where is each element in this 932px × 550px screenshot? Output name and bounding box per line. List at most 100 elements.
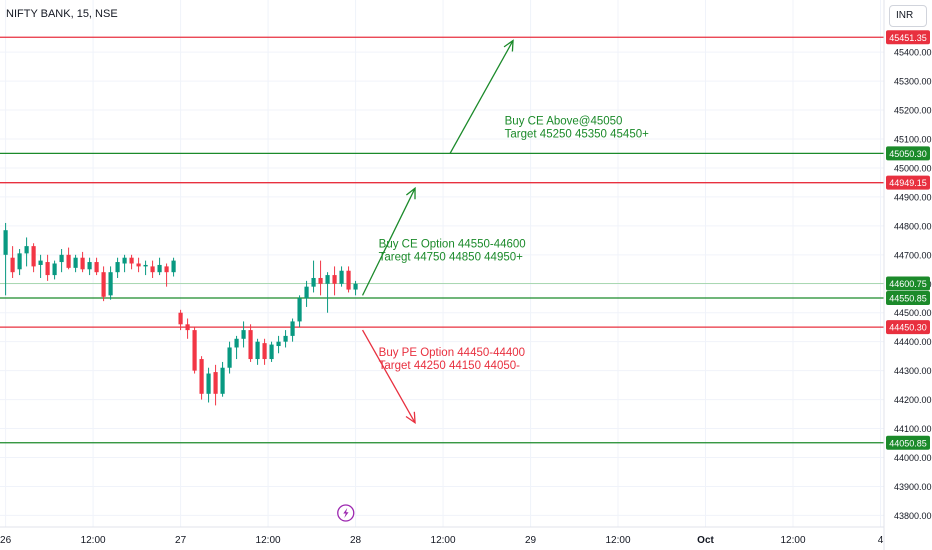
arrow-head	[405, 186, 416, 200]
x-tick-label: 12:00	[431, 535, 456, 546]
candle-body	[59, 254, 64, 263]
horizontal-levels	[0, 36, 884, 444]
arrow-head	[405, 411, 416, 425]
time-axis[interactable]: 26 12:00 27 12:00 28 12:00 29 12:00 Oct 12:00 4	[0, 526, 884, 546]
candle-body	[87, 262, 92, 270]
x-tick-label: 27	[175, 535, 187, 546]
candle-body	[171, 260, 176, 273]
level-label: 45451.35	[889, 33, 927, 43]
candle-body	[227, 347, 232, 368]
level-label-box	[886, 291, 930, 306]
symbol-title: NIFTY BANK, 15, NSE	[6, 8, 118, 20]
candle-body	[185, 324, 190, 331]
x-tick-label: 26	[0, 535, 12, 546]
y-tick-label: 44000.00	[894, 453, 932, 463]
y-tick-label: 45100.00	[894, 134, 932, 144]
candles	[3, 222, 358, 406]
arrow-line	[361, 187, 416, 296]
candle-body	[255, 341, 260, 360]
y-tick-label: 44400.00	[894, 337, 932, 347]
annotation-text: Buy CE Above@45050	[505, 116, 623, 128]
candle-body	[108, 272, 113, 296]
y-tick-label: 44100.00	[894, 424, 932, 434]
candle-body	[192, 330, 197, 371]
candle-body	[122, 257, 127, 264]
candle-body	[45, 262, 50, 276]
candle-body	[297, 298, 302, 322]
price-axis[interactable]: 45400.00 45300.00 45200.00 45100.00 45000.00…	[883, 0, 932, 550]
candle-body	[220, 367, 225, 394]
candle-body	[17, 253, 22, 270]
event-marker[interactable]	[337, 504, 355, 522]
candle-body	[150, 266, 155, 273]
level-label-box	[886, 276, 930, 291]
candle-body	[311, 277, 316, 287]
annotation-text: Target 44250 44150 44050-	[379, 360, 520, 372]
x-tick-label: 28	[350, 535, 362, 546]
candle-body	[129, 257, 134, 264]
candle-body	[80, 257, 85, 270]
annotation-text: Target 45250 45350 45450+	[505, 129, 649, 141]
candle-body	[31, 246, 36, 267]
y-tick-label: 43800.00	[894, 511, 932, 521]
candle-body	[178, 312, 183, 325]
candle-body	[52, 263, 57, 276]
annotation-text: Taregt 44750 44850 44950+	[379, 252, 523, 264]
candle-body	[304, 286, 309, 299]
price-level-labels: 45451.35 45050.30 44949.15 44600.75 44550.85…	[886, 30, 930, 450]
annotation-text: Buy CE Option 44550-44600	[379, 239, 526, 251]
candle-body	[3, 230, 8, 255]
candle-body	[38, 260, 43, 265]
candle-body	[248, 330, 253, 360]
y-tick-label: 45000.00	[894, 163, 932, 173]
currency-selector[interactable]: INR	[889, 5, 927, 27]
candle-body	[136, 263, 141, 267]
x-tick-label: 12:00	[606, 535, 631, 546]
arrow-line	[449, 40, 514, 154]
level-label: 45050.30	[889, 149, 927, 159]
candle-body	[206, 373, 211, 394]
candle-body	[164, 266, 169, 273]
candle-body	[10, 257, 15, 273]
y-tick-label: 43900.00	[894, 482, 932, 492]
y-tick-label: 44700.00	[894, 250, 932, 260]
candle-body	[143, 264, 148, 267]
level-label-box	[886, 175, 930, 190]
y-tick-label: 44900.00	[894, 192, 932, 202]
x-tick-label: Oct	[697, 535, 714, 546]
x-tick-label: 4	[878, 535, 884, 546]
level-label-box	[886, 30, 930, 45]
candle-body	[346, 270, 351, 290]
y-tick-label: 45300.00	[894, 77, 932, 87]
x-tick-label: 12:00	[81, 535, 106, 546]
candle-body	[332, 275, 337, 284]
annotation-text: Buy PE Option 44450-44400	[379, 347, 525, 359]
y-tick-label: 44800.00	[894, 221, 932, 231]
y-tick-label: 44500.00	[894, 308, 932, 318]
level-label: 44949.15	[889, 178, 927, 188]
y-tick-label: 44200.00	[894, 395, 932, 405]
candle-body	[339, 270, 344, 284]
candle-body	[318, 277, 323, 284]
candle-body	[283, 335, 288, 342]
level-label: 44600.75	[889, 279, 927, 289]
level-label: 44450.30	[889, 323, 927, 333]
candle-body	[290, 321, 295, 336]
candle-body	[101, 272, 106, 297]
arrow-head	[503, 39, 514, 52]
lightning-bolt	[343, 508, 349, 518]
y-tick-label: 45200.00	[894, 106, 932, 116]
arrow-line	[361, 329, 416, 424]
level-label: 44050.85	[889, 438, 927, 448]
candle-body	[199, 359, 204, 394]
level-label-box	[886, 146, 930, 161]
y-tick-label: 45400.00	[894, 48, 932, 58]
x-tick-label: 12:00	[256, 535, 281, 546]
candle-body	[276, 341, 281, 347]
candle-body	[73, 257, 78, 268]
candle-body	[94, 262, 99, 273]
candle-body	[262, 343, 267, 360]
candle-body	[353, 283, 358, 290]
